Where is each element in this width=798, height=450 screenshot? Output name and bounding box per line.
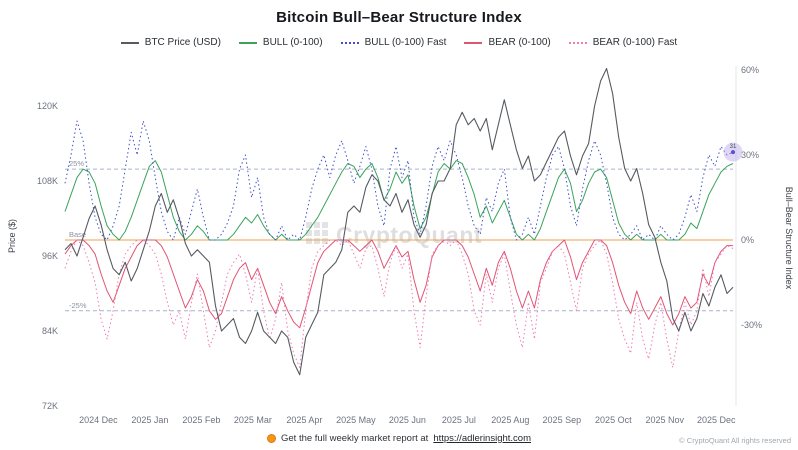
legend-label: BEAR (0-100) Fast [592,37,678,48]
x-axis-tick: 2025 Jul [442,415,476,425]
x-axis-tick: 2025 Mar [234,415,272,425]
legend-swatch [340,41,359,44]
legend-label: BTC Price (USD) [144,37,221,48]
x-axis-tick: 2025 Jun [389,415,426,425]
right-axis-tick: 0% [741,235,754,245]
right-axis-title: Bull–Bear Structure Index [784,187,794,290]
series-bull-0-100 [64,160,734,241]
right-axis-tick: 30% [741,150,759,160]
left-axis-tick: 96K [42,251,58,261]
x-axis-tick: 2025 Feb [182,415,220,425]
x-axis-tick: 2025 Nov [646,415,685,425]
legend-label: BULL (0-100) Fast [364,37,447,48]
legend-item-bull-0-100-fast[interactable]: BULL (0-100) Fast [340,37,447,48]
series-btc-price-usd [64,67,734,376]
x-axis-tick: 2025 Oct [595,415,632,425]
end-marker-label: 31 [730,144,737,150]
legend-swatch [120,41,139,44]
series-bear-0-100-fast [64,239,734,368]
copyright-text: © CryptoQuant All rights reserved [679,436,791,445]
left-axis-tick: 108K [37,176,58,186]
legend: BTC Price (USD) BULL (0-100) BULL (0-100) … [0,37,798,48]
orange-dot-icon [267,434,276,443]
svg-text:CryptoQuant: CryptoQuant [336,222,482,248]
left-axis-tick: 120K [37,101,58,111]
report-link[interactable]: https://adlerinsight.com [433,433,531,444]
legend-item-bear-0-100[interactable]: BEAR (0-100) [464,37,551,48]
legend-item-bear-0-100-fast[interactable]: BEAR (0-100) Fast [568,37,678,48]
reference-label: -25% [69,301,87,310]
legend-swatch [464,41,483,44]
footer-text: Get the full weekly market report at [281,433,429,444]
legend-swatch [238,41,257,44]
reference-label: Base [69,230,86,239]
reference-label: 25% [69,159,84,168]
left-axis-tick: 72K [42,401,58,411]
x-axis-tick: 2025 Aug [491,415,529,425]
left-axis-title: Price ($) [7,219,17,253]
legend-swatch [568,41,587,44]
series-bear-0-100 [64,239,733,329]
x-axis-tick: 2024 Dec [79,415,118,425]
chart-title: Bitcoin Bull–Bear Structure Index [276,9,522,26]
end-marker-dot [731,150,735,155]
legend-label: BULL (0-100) [262,37,323,48]
series-bull-0-100-fast [64,120,734,241]
right-axis-tick: 60% [741,65,759,75]
x-axis-tick: 2025 May [336,415,376,425]
right-axis-tick: -30% [741,320,762,330]
x-axis-tick: 2025 Apr [286,415,322,425]
x-axis-tick: 2025 Jan [131,415,168,425]
legend-label: BEAR (0-100) [488,37,551,48]
left-axis-tick: 84K [42,326,58,336]
legend-item-bull-0-100[interactable]: BULL (0-100) [238,37,323,48]
legend-item-btc-price-usd[interactable]: BTC Price (USD) [120,37,221,48]
x-axis-tick: 2025 Dec [697,415,736,425]
footer: Get the full weekly market report at htt… [0,433,798,444]
watermark: CryptoQuant [306,222,482,248]
x-axis-tick: 2025 Sep [543,415,582,425]
